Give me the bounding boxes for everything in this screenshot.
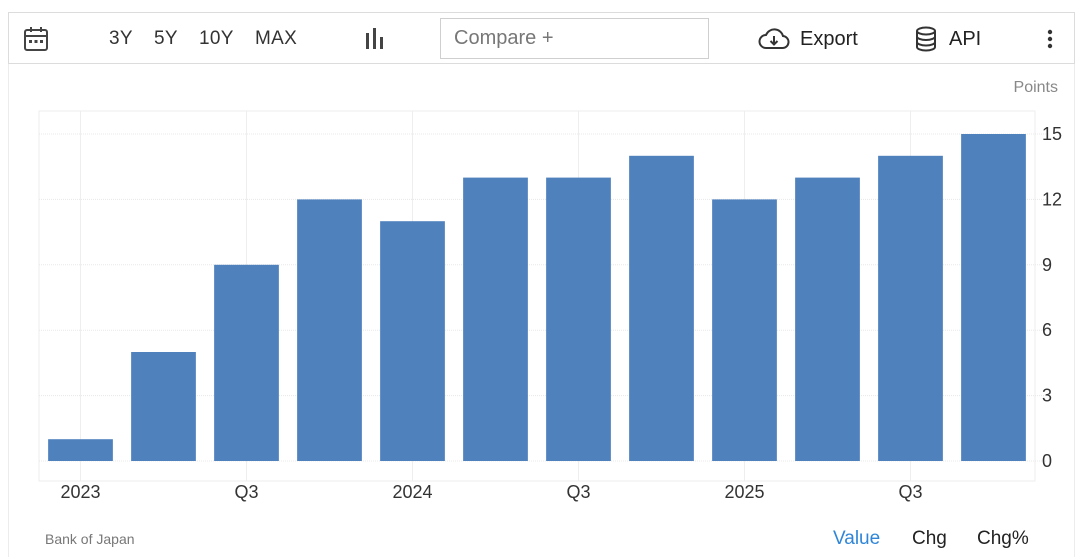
bar[interactable]	[380, 221, 445, 461]
bar[interactable]	[795, 177, 860, 461]
bar[interactable]	[961, 134, 1026, 461]
source-label: Bank of Japan	[45, 531, 135, 547]
bar[interactable]	[214, 264, 279, 461]
chart-panel	[8, 64, 1075, 557]
chart-bars	[48, 134, 1026, 462]
bar-chart-icon[interactable]	[364, 27, 386, 51]
range-10y-button[interactable]: 10Y	[199, 28, 234, 49]
bar[interactable]	[546, 177, 611, 461]
api-button[interactable]: API	[915, 25, 981, 53]
mode-chg-tab[interactable]: Chg	[912, 528, 947, 549]
y-axis-ticks: 0 3 6 9 12 15	[1042, 124, 1062, 471]
y-tick-label: 3	[1042, 386, 1052, 406]
x-tick-label: 2025	[724, 482, 764, 502]
x-tick-label: 2023	[60, 482, 100, 502]
y-tick-label: 0	[1042, 451, 1052, 471]
chart-toolbar: 3Y 5Y 10Y MAX Export API	[8, 12, 1075, 64]
bar[interactable]	[131, 352, 196, 461]
range-3y-button[interactable]: 3Y	[109, 28, 133, 49]
range-5y-button[interactable]: 5Y	[154, 28, 178, 49]
x-tick-label: Q3	[898, 482, 922, 502]
y-tick-label: 12	[1042, 189, 1062, 209]
mode-chg-percent-tab[interactable]: Chg%	[977, 528, 1029, 549]
y-tick-label: 6	[1042, 320, 1052, 340]
unit-label: Points	[1014, 79, 1058, 96]
range-max-button[interactable]: MAX	[255, 28, 298, 49]
x-tick-label: 2024	[392, 482, 432, 502]
export-button[interactable]: Export	[758, 25, 858, 53]
vertical-dots-icon[interactable]	[1043, 25, 1057, 53]
x-tick-label: Q3	[566, 482, 590, 502]
bar[interactable]	[297, 199, 362, 461]
plot-frame	[38, 110, 1036, 482]
x-axis-ticks: 2023 Q3 2024 Q3 2025 Q3	[60, 482, 922, 502]
compare-input[interactable]	[440, 18, 709, 59]
bar[interactable]	[463, 177, 528, 461]
mode-value-tab[interactable]: Value	[833, 528, 881, 549]
cloud-download-icon	[758, 28, 790, 49]
bar[interactable]	[878, 155, 943, 462]
y-tick-label: 9	[1042, 255, 1052, 275]
bar[interactable]	[712, 199, 777, 461]
api-label: API	[949, 27, 982, 50]
bar[interactable]	[629, 155, 694, 462]
calendar-icon[interactable]	[23, 26, 49, 52]
bar-chart: 0 3 6 9 12 15 2023 Q3 2024 Q3 2025 Q3 Points	[38, 79, 1062, 502]
database-icon	[916, 26, 936, 52]
x-tick-label: Q3	[234, 482, 258, 502]
y-tick-label: 15	[1042, 124, 1062, 144]
export-label: Export	[800, 27, 858, 50]
bar[interactable]	[48, 439, 113, 461]
